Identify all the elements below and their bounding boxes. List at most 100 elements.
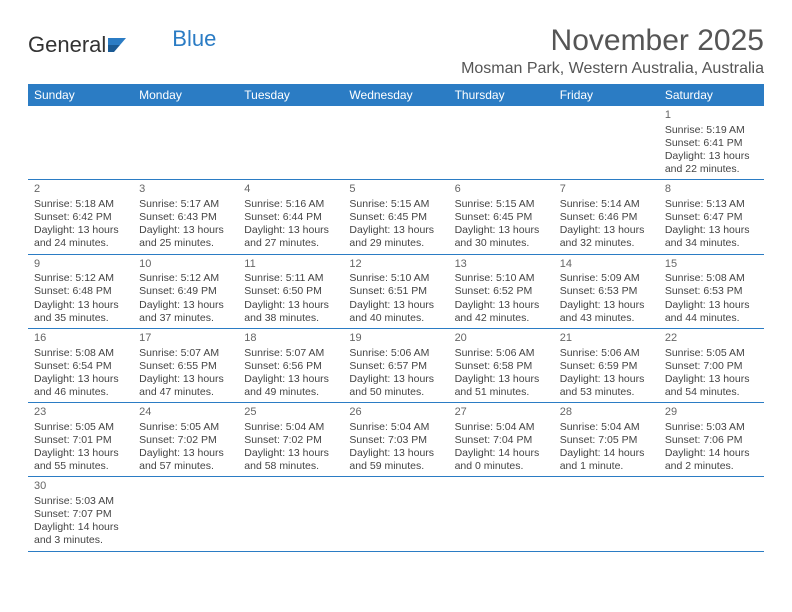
day-number: 26 — [349, 406, 442, 420]
calendar-day-cell: 21Sunrise: 5:06 AMSunset: 6:59 PMDayligh… — [554, 328, 659, 402]
title-block: November 2025 Mosman Park, Western Austr… — [461, 24, 764, 78]
daylight-text: Daylight: 13 hours — [244, 224, 337, 237]
daylight-text: and 57 minutes. — [139, 460, 232, 473]
daylight-text: and 46 minutes. — [34, 386, 127, 399]
daylight-text: Daylight: 13 hours — [34, 447, 127, 460]
day-number: 24 — [139, 406, 232, 420]
calendar-empty-cell — [554, 477, 659, 551]
calendar-day-cell: 6Sunrise: 5:15 AMSunset: 6:45 PMDaylight… — [449, 180, 554, 254]
calendar-day-cell: 20Sunrise: 5:06 AMSunset: 6:58 PMDayligh… — [449, 328, 554, 402]
sunset-text: Sunset: 6:55 PM — [139, 360, 232, 373]
sunrise-text: Sunrise: 5:04 AM — [455, 421, 548, 434]
logo-word2: Blue — [172, 26, 216, 52]
calendar-day-cell: 15Sunrise: 5:08 AMSunset: 6:53 PMDayligh… — [659, 254, 764, 328]
calendar-day-cell: 23Sunrise: 5:05 AMSunset: 7:01 PMDayligh… — [28, 403, 133, 477]
daylight-text: Daylight: 13 hours — [665, 299, 758, 312]
daylight-text: Daylight: 13 hours — [349, 373, 442, 386]
weekday-header: Monday — [133, 84, 238, 106]
calendar-empty-cell — [238, 477, 343, 551]
sunset-text: Sunset: 6:45 PM — [349, 211, 442, 224]
calendar-day-cell: 27Sunrise: 5:04 AMSunset: 7:04 PMDayligh… — [449, 403, 554, 477]
calendar-day-cell: 10Sunrise: 5:12 AMSunset: 6:49 PMDayligh… — [133, 254, 238, 328]
sunrise-text: Sunrise: 5:19 AM — [665, 124, 758, 137]
daylight-text: Daylight: 13 hours — [665, 150, 758, 163]
day-number: 17 — [139, 332, 232, 346]
sunset-text: Sunset: 6:45 PM — [455, 211, 548, 224]
sunset-text: Sunset: 6:53 PM — [560, 285, 653, 298]
calendar-day-cell: 5Sunrise: 5:15 AMSunset: 6:45 PMDaylight… — [343, 180, 448, 254]
daylight-text: Daylight: 14 hours — [455, 447, 548, 460]
daylight-text: Daylight: 13 hours — [34, 373, 127, 386]
month-title: November 2025 — [461, 24, 764, 58]
flag-icon — [108, 32, 132, 58]
weekday-header: Tuesday — [238, 84, 343, 106]
sunrise-text: Sunrise: 5:06 AM — [560, 347, 653, 360]
calendar-day-cell: 11Sunrise: 5:11 AMSunset: 6:50 PMDayligh… — [238, 254, 343, 328]
calendar-empty-cell — [449, 106, 554, 180]
location: Mosman Park, Western Australia, Australi… — [461, 60, 764, 78]
sunset-text: Sunset: 6:58 PM — [455, 360, 548, 373]
sunset-text: Sunset: 6:41 PM — [665, 137, 758, 150]
sunset-text: Sunset: 6:57 PM — [349, 360, 442, 373]
daylight-text: Daylight: 13 hours — [665, 224, 758, 237]
calendar-day-cell: 29Sunrise: 5:03 AMSunset: 7:06 PMDayligh… — [659, 403, 764, 477]
calendar-day-cell: 19Sunrise: 5:06 AMSunset: 6:57 PMDayligh… — [343, 328, 448, 402]
calendar-header-row: SundayMondayTuesdayWednesdayThursdayFrid… — [28, 84, 764, 106]
calendar-empty-cell — [343, 106, 448, 180]
calendar-week-row: 2Sunrise: 5:18 AMSunset: 6:42 PMDaylight… — [28, 180, 764, 254]
sunrise-text: Sunrise: 5:05 AM — [34, 421, 127, 434]
sunset-text: Sunset: 6:56 PM — [244, 360, 337, 373]
day-number: 20 — [455, 332, 548, 346]
daylight-text: and 43 minutes. — [560, 312, 653, 325]
sunrise-text: Sunrise: 5:06 AM — [349, 347, 442, 360]
calendar-table: SundayMondayTuesdayWednesdayThursdayFrid… — [28, 84, 764, 552]
daylight-text: and 53 minutes. — [560, 386, 653, 399]
daylight-text: Daylight: 13 hours — [560, 373, 653, 386]
sunset-text: Sunset: 7:02 PM — [244, 434, 337, 447]
calendar-day-cell: 8Sunrise: 5:13 AMSunset: 6:47 PMDaylight… — [659, 180, 764, 254]
sunset-text: Sunset: 7:01 PM — [34, 434, 127, 447]
day-number: 30 — [34, 480, 127, 494]
day-number: 7 — [560, 183, 653, 197]
sunrise-text: Sunrise: 5:15 AM — [349, 198, 442, 211]
sunrise-text: Sunrise: 5:08 AM — [665, 272, 758, 285]
sunset-text: Sunset: 6:42 PM — [34, 211, 127, 224]
sunrise-text: Sunrise: 5:10 AM — [455, 272, 548, 285]
day-number: 2 — [34, 183, 127, 197]
daylight-text: and 30 minutes. — [455, 237, 548, 250]
sunset-text: Sunset: 6:47 PM — [665, 211, 758, 224]
daylight-text: Daylight: 13 hours — [139, 299, 232, 312]
sunset-text: Sunset: 6:44 PM — [244, 211, 337, 224]
weekday-header: Saturday — [659, 84, 764, 106]
daylight-text: Daylight: 13 hours — [349, 447, 442, 460]
calendar-empty-cell — [449, 477, 554, 551]
calendar-empty-cell — [133, 106, 238, 180]
day-number: 25 — [244, 406, 337, 420]
daylight-text: Daylight: 13 hours — [244, 447, 337, 460]
sunset-text: Sunset: 6:53 PM — [665, 285, 758, 298]
calendar-day-cell: 13Sunrise: 5:10 AMSunset: 6:52 PMDayligh… — [449, 254, 554, 328]
sunrise-text: Sunrise: 5:09 AM — [560, 272, 653, 285]
calendar-week-row: 23Sunrise: 5:05 AMSunset: 7:01 PMDayligh… — [28, 403, 764, 477]
daylight-text: and 25 minutes. — [139, 237, 232, 250]
daylight-text: and 54 minutes. — [665, 386, 758, 399]
daylight-text: and 58 minutes. — [244, 460, 337, 473]
daylight-text: and 59 minutes. — [349, 460, 442, 473]
daylight-text: Daylight: 13 hours — [665, 373, 758, 386]
sunrise-text: Sunrise: 5:06 AM — [455, 347, 548, 360]
daylight-text: Daylight: 14 hours — [560, 447, 653, 460]
sunset-text: Sunset: 6:51 PM — [349, 285, 442, 298]
sunrise-text: Sunrise: 5:05 AM — [665, 347, 758, 360]
sunrise-text: Sunrise: 5:03 AM — [34, 495, 127, 508]
daylight-text: and 3 minutes. — [34, 534, 127, 547]
day-number: 12 — [349, 258, 442, 272]
sunrise-text: Sunrise: 5:04 AM — [349, 421, 442, 434]
sunrise-text: Sunrise: 5:12 AM — [34, 272, 127, 285]
sunrise-text: Sunrise: 5:04 AM — [244, 421, 337, 434]
sunset-text: Sunset: 6:46 PM — [560, 211, 653, 224]
calendar-day-cell: 18Sunrise: 5:07 AMSunset: 6:56 PMDayligh… — [238, 328, 343, 402]
calendar-empty-cell — [133, 477, 238, 551]
daylight-text: Daylight: 14 hours — [34, 521, 127, 534]
daylight-text: Daylight: 13 hours — [139, 447, 232, 460]
daylight-text: Daylight: 13 hours — [349, 299, 442, 312]
